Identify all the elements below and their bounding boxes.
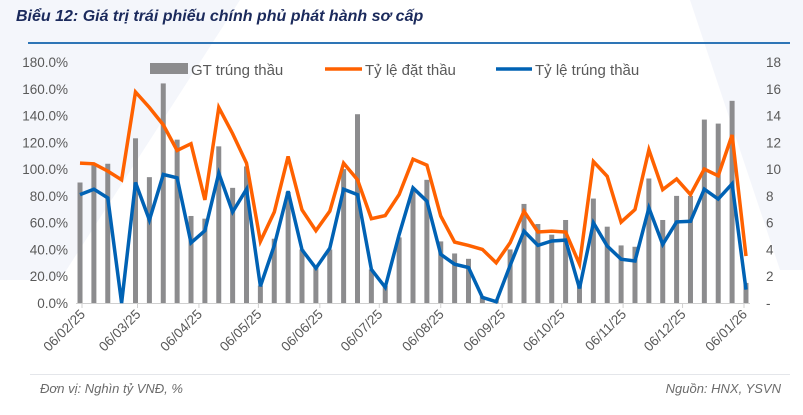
bar bbox=[576, 282, 582, 303]
bar bbox=[410, 189, 416, 303]
bar bbox=[507, 249, 513, 303]
chart-title: Biểu 12: Giá trị trái phiếu chính phủ ph… bbox=[16, 8, 424, 25]
bar bbox=[743, 282, 749, 303]
x-tick-label: 06/12/25 bbox=[641, 307, 689, 355]
y-left-tick-label: 140.0% bbox=[22, 109, 68, 124]
bar bbox=[479, 296, 485, 303]
bar bbox=[160, 83, 166, 303]
unit-note: Đơn vị: Nghìn tỷ VNĐ, % bbox=[40, 381, 183, 396]
bar bbox=[660, 219, 666, 303]
x-tick-label: 06/09/25 bbox=[461, 307, 509, 355]
bar bbox=[701, 119, 707, 303]
bar bbox=[604, 226, 610, 303]
x-tick-label: 06/07/25 bbox=[338, 307, 386, 355]
bar bbox=[452, 253, 458, 303]
bar bbox=[299, 249, 305, 303]
y-left-tick-label: 80.0% bbox=[30, 189, 68, 204]
bar bbox=[590, 198, 596, 303]
title-divider bbox=[28, 42, 790, 44]
x-tick-label: 06/02/25 bbox=[40, 307, 88, 355]
y-left-tick-label: 120.0% bbox=[22, 135, 68, 150]
bar bbox=[257, 285, 263, 303]
bar bbox=[674, 195, 680, 303]
footer-divider bbox=[30, 374, 790, 375]
legend: GT trúng thầu Tỷ lệ đặt thầu Tỷ lệ trúng… bbox=[150, 62, 639, 79]
y-right-tick-label: 6 bbox=[766, 216, 774, 231]
bar bbox=[133, 138, 139, 303]
bar bbox=[438, 241, 444, 303]
bar bbox=[646, 178, 652, 303]
y-axis-right: - 2 4 6 8 10 12 14 16 18 bbox=[766, 55, 782, 311]
legend-swatch-bar bbox=[150, 63, 188, 74]
bar bbox=[687, 195, 693, 303]
y-right-tick-label: - bbox=[766, 296, 771, 311]
bar bbox=[327, 249, 333, 303]
bar-series bbox=[77, 83, 749, 303]
y-right-tick-label: 2 bbox=[766, 269, 774, 284]
bar bbox=[535, 224, 541, 303]
bar bbox=[618, 245, 624, 303]
y-right-tick-label: 14 bbox=[766, 109, 782, 124]
y-axis-left: 0.0% 20.0% 40.0% 60.0% 80.0% 100.0% 120.0% 140.… bbox=[22, 55, 68, 311]
bar bbox=[91, 165, 97, 303]
bar bbox=[77, 182, 83, 303]
bar bbox=[313, 265, 319, 303]
x-ticks: 06/02/25 06/03/25 06/04/25 06/05/25 06/06/25… bbox=[40, 303, 750, 354]
y-right-tick-label: 4 bbox=[766, 242, 774, 257]
bar bbox=[465, 258, 471, 303]
bar bbox=[188, 215, 194, 303]
bar bbox=[230, 187, 236, 303]
bar bbox=[202, 218, 208, 303]
bar bbox=[105, 163, 111, 303]
x-tick-label: 06/06/25 bbox=[278, 307, 326, 355]
bar bbox=[271, 238, 277, 303]
bar bbox=[396, 237, 402, 303]
y-right-tick-label: 12 bbox=[766, 135, 781, 150]
bar bbox=[341, 169, 347, 303]
bar bbox=[632, 246, 638, 303]
bar bbox=[285, 191, 291, 303]
bar bbox=[146, 177, 152, 303]
y-right-tick-label: 18 bbox=[766, 55, 781, 70]
y-left-tick-label: 100.0% bbox=[22, 162, 68, 177]
bar bbox=[354, 114, 360, 303]
legend-label-bar: GT trúng thầu bbox=[191, 62, 283, 79]
x-tick-label: 06/01/26 bbox=[702, 307, 750, 355]
bar bbox=[424, 179, 430, 303]
bar bbox=[563, 219, 569, 303]
y-left-tick-label: 160.0% bbox=[22, 82, 68, 97]
source-note: Nguồn: HNX, YSVN bbox=[665, 381, 781, 396]
y-right-tick-label: 16 bbox=[766, 82, 781, 97]
x-tick-label: 06/08/25 bbox=[399, 307, 447, 355]
x-tick-label: 06/11/25 bbox=[582, 307, 629, 354]
line-series bbox=[79, 88, 748, 304]
bar bbox=[216, 146, 222, 303]
bar bbox=[549, 234, 555, 303]
y-left-tick-label: 40.0% bbox=[30, 242, 68, 257]
legend-label-blue: Tỷ lệ trúng thầu bbox=[535, 62, 639, 79]
x-tick-label: 06/04/25 bbox=[157, 307, 205, 355]
bar bbox=[174, 139, 180, 303]
x-tick-label: 06/03/25 bbox=[96, 307, 144, 355]
x-tick-label: 06/10/25 bbox=[520, 307, 568, 355]
bar bbox=[521, 203, 527, 303]
y-left-tick-label: 0.0% bbox=[37, 296, 68, 311]
bar bbox=[368, 269, 374, 303]
y-right-tick-label: 10 bbox=[766, 162, 781, 177]
y-left-tick-label: 20.0% bbox=[30, 269, 68, 284]
bar bbox=[244, 166, 250, 303]
bar bbox=[382, 285, 388, 303]
bar bbox=[729, 100, 735, 303]
bar bbox=[715, 123, 721, 303]
x-tick-label: 06/05/25 bbox=[217, 307, 265, 355]
line-ty-le-trung-thau bbox=[79, 166, 748, 304]
y-right-tick-label: 8 bbox=[766, 189, 774, 204]
y-left-tick-label: 180.0% bbox=[22, 55, 68, 70]
legend-label-orange: Tỷ lệ đặt thầu bbox=[365, 62, 456, 79]
y-left-tick-label: 60.0% bbox=[30, 216, 68, 231]
